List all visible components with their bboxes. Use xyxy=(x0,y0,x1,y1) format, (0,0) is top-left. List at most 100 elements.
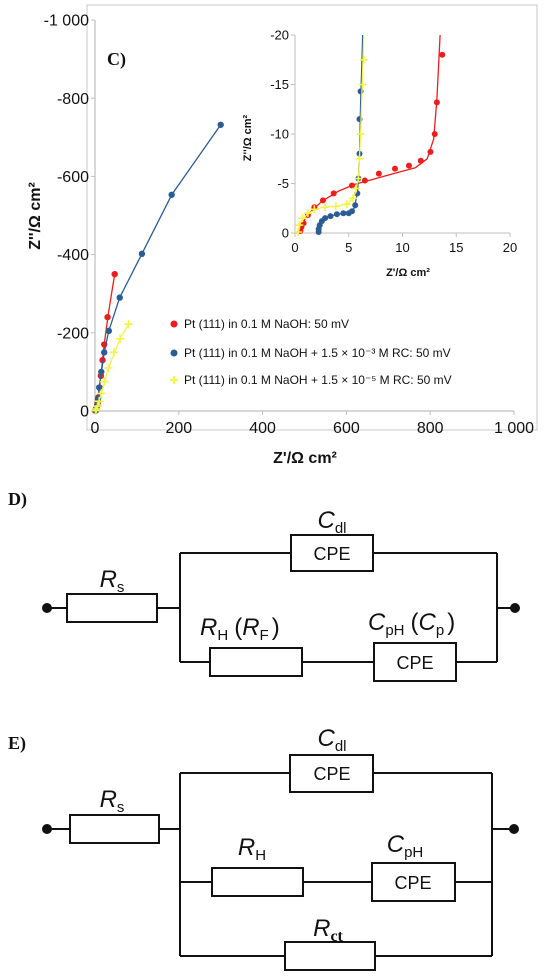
label-rh-d: RH (RF) xyxy=(200,614,280,644)
main-data-point xyxy=(116,294,123,301)
legend-marker-yellow xyxy=(170,376,178,384)
label-cdl-d: Cdl xyxy=(317,507,346,537)
main-data-point xyxy=(104,363,113,373)
inset-data-point xyxy=(405,162,412,169)
inset-x-tick-label: 5 xyxy=(345,240,352,255)
inset-y-tick-label: -15 xyxy=(270,77,289,92)
inset-data-point xyxy=(352,202,359,209)
inset-x-tick-label: 10 xyxy=(395,240,409,255)
inset-data-point xyxy=(295,221,304,230)
inset-data-point xyxy=(348,208,355,215)
main-y-ticks: 0 -200 -400 -600 -800 -1 000 xyxy=(44,13,95,421)
main-data-point xyxy=(115,334,125,343)
inset-data-point xyxy=(361,177,368,184)
main-x-tick-label: 200 xyxy=(165,420,192,437)
inset-data-point xyxy=(359,55,368,64)
cpe-label-cdl-d: CPE xyxy=(313,544,350,564)
main-data-point xyxy=(91,406,100,415)
resistor-rs-e xyxy=(69,814,160,844)
inset-data-point xyxy=(354,174,363,183)
inset-x-tick-label: 20 xyxy=(503,240,517,255)
main-data-point xyxy=(97,389,106,398)
legend-marker-blue xyxy=(170,349,178,357)
main-y-tick-label: -800 xyxy=(57,91,89,108)
inset-data-point xyxy=(431,131,438,137)
inset-chart: 0 5 10 15 20 0 -5 -10 -15 -20 Z'/Ω cm² Z''/Ω cm² xyxy=(242,28,517,279)
main-x-tick-label: 800 xyxy=(417,420,444,437)
inset-data-point xyxy=(375,170,382,177)
main-data-point xyxy=(104,313,111,321)
main-data-point xyxy=(168,191,175,198)
main-data-point xyxy=(93,402,102,411)
inset-x-tick-label: 15 xyxy=(449,240,463,255)
panel-label-d: D) xyxy=(8,489,27,510)
inset-data-point xyxy=(321,203,330,212)
main-x-tick-label: 600 xyxy=(333,420,360,437)
inset-y-ticks: 0 -5 -10 -15 -20 xyxy=(270,28,295,241)
chart-frame xyxy=(86,4,538,431)
main-x-tick-label: 0 xyxy=(91,420,100,437)
label-cdl-e: Cdl xyxy=(317,725,346,755)
legend-entry-blue: Pt (111) in 0.1 M NaOH + 1.5 × 10⁻³ M RC… xyxy=(170,346,451,360)
inset-data-point xyxy=(427,148,434,155)
label-rct-e: Rct xyxy=(313,915,343,945)
main-y-tick-label: -200 xyxy=(57,325,89,342)
circuit-d: D) Rs Cdl CPE RH (RF) CpH (Cp) CPE xyxy=(8,489,520,682)
inset-y-tick-label: -10 xyxy=(270,127,289,142)
main-data-point xyxy=(101,349,108,356)
resistor-rs-d xyxy=(66,593,158,623)
inset-data-point xyxy=(298,214,307,223)
main-data-point xyxy=(100,377,109,386)
inset-data-point xyxy=(356,130,365,138)
legend-entry-yellow: Pt (111) in 0.1 M NaOH + 1.5 × 10⁻⁵ M RC… xyxy=(170,373,452,387)
inset-x-tick-label: 0 xyxy=(291,240,298,255)
main-y-tick-label: -1 000 xyxy=(44,13,89,30)
legend-label-blue: Pt (111) in 0.1 M NaOH + 1.5 × 10⁻³ M RC… xyxy=(184,346,451,360)
terminal-right-d xyxy=(510,603,520,613)
terminal-right-e xyxy=(509,824,519,834)
legend-label-red: Pt (111) in 0.1 M NaOH: 50 mV xyxy=(184,317,349,331)
main-series xyxy=(91,121,224,415)
main-data-point xyxy=(109,348,119,357)
inset-data-point xyxy=(322,215,329,222)
main-data-point xyxy=(98,368,105,376)
inset-data-point xyxy=(340,210,347,217)
main-x-tick-label: 1 000 xyxy=(494,420,534,437)
inset-x-axis-title: Z'/Ω cm² xyxy=(386,267,430,279)
resistor-rh-d xyxy=(209,647,303,677)
inset-series xyxy=(294,34,446,237)
cpe-label-cph-e: CPE xyxy=(394,873,431,893)
main-data-point xyxy=(94,397,104,406)
inset-y-axis-title: Z''/Ω cm² xyxy=(242,114,254,161)
inset-data-point xyxy=(319,197,326,204)
inset-data-point xyxy=(303,209,312,218)
main-y-tick-label: -600 xyxy=(57,169,89,186)
main-x-ticks: 0 200 400 600 800 1 000 xyxy=(91,411,534,437)
label-rs-e: Rs xyxy=(100,786,125,816)
inset-data-point xyxy=(355,154,364,163)
inset-data-point xyxy=(439,51,446,58)
main-y-tick-label: -400 xyxy=(57,247,89,264)
inset-data-point xyxy=(358,80,367,89)
main-data-point xyxy=(217,121,224,128)
label-cph-d: CpH (Cp) xyxy=(368,609,455,639)
label-cph-e: CpH xyxy=(387,831,424,861)
inset-data-point xyxy=(294,228,303,237)
chart-panel: C) 0 200 400 600 800 1 000 0-200-400-600-800-… xyxy=(27,4,538,467)
main-data-point xyxy=(95,384,103,391)
cpe-label-cdl-e: CPE xyxy=(313,764,350,784)
resistor-rh-e xyxy=(211,867,304,897)
main-y-axis-title: Z''/Ω cm² xyxy=(27,182,44,250)
inset-y-tick-label: -5 xyxy=(277,176,289,191)
main-data-point xyxy=(105,327,113,335)
main-data-point xyxy=(124,319,133,329)
legend-marker-red xyxy=(170,320,178,328)
inset-y-tick-label: -20 xyxy=(270,28,289,43)
main-data-point xyxy=(111,270,118,278)
legend-label-yellow: Pt (111) in 0.1 M NaOH + 1.5 × 10⁻⁵ M RC… xyxy=(184,373,452,387)
legend: Pt (111) in 0.1 M NaOH: 50 mV Pt (111) i… xyxy=(170,317,452,387)
inset-series-2 xyxy=(294,34,368,237)
main-x-tick-label: 400 xyxy=(249,420,276,437)
cpe-label-cph-d: CPE xyxy=(396,653,433,673)
